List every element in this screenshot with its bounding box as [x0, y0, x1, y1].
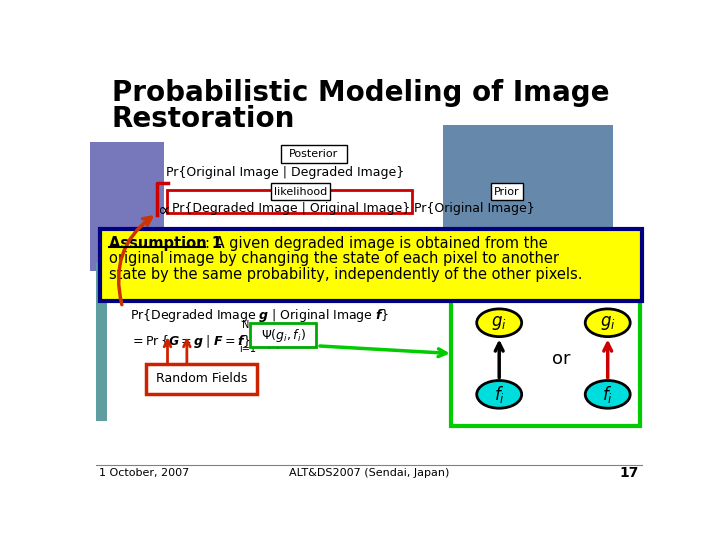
FancyBboxPatch shape [100, 229, 642, 301]
Text: Random Fields: Random Fields [156, 373, 247, 386]
FancyBboxPatch shape [282, 145, 346, 164]
Text: or: or [552, 350, 570, 368]
Text: $\Psi(g_i, f_i)$: $\Psi(g_i, f_i)$ [261, 327, 305, 343]
Text: Posterior: Posterior [289, 149, 338, 159]
FancyBboxPatch shape [490, 184, 523, 200]
Text: state by the same probability, independently of the other pixels.: state by the same probability, independe… [109, 267, 583, 281]
FancyBboxPatch shape [167, 190, 413, 213]
Text: likelihood: likelihood [274, 187, 328, 197]
Text: Restoration: Restoration [112, 105, 295, 133]
Text: Prior: Prior [494, 187, 520, 197]
Bar [96, 264, 107, 421]
Text: ALT&DS2007 (Sendai, Japan): ALT&DS2007 (Sendai, Japan) [289, 468, 449, 478]
Text: $f_i$: $f_i$ [494, 384, 505, 405]
Text: Probabilistic Modeling of Image: Probabilistic Modeling of Image [112, 79, 609, 107]
FancyBboxPatch shape [271, 184, 330, 200]
Text: Pr{Original Image}: Pr{Original Image} [414, 202, 535, 215]
Ellipse shape [477, 381, 522, 408]
Text: 1 October, 2007: 1 October, 2007 [99, 468, 189, 478]
Text: N: N [242, 320, 249, 330]
Ellipse shape [585, 381, 630, 408]
FancyBboxPatch shape [451, 296, 640, 426]
Text: Pr{Degraded Image | Original Image}: Pr{Degraded Image | Original Image} [172, 202, 410, 215]
Text: Pr{Degraded Image $\boldsymbol{g}$ | Original Image $\boldsymbol{f}$}: Pr{Degraded Image $\boldsymbol{g}$ | Ori… [130, 307, 390, 325]
Ellipse shape [585, 309, 630, 336]
Text: $f_i$: $f_i$ [602, 384, 613, 405]
Ellipse shape [477, 309, 522, 336]
FancyBboxPatch shape [145, 364, 258, 394]
Text: i=1: i=1 [240, 345, 256, 354]
Text: ∝: ∝ [157, 202, 169, 220]
Text: $= \Pr\{\boldsymbol{G} = \boldsymbol{g} \mid \boldsymbol{F} = \boldsymbol{f}\} =: $= \Pr\{\boldsymbol{G} = \boldsymbol{g} … [130, 330, 281, 351]
Text: original image by changing the state of each pixel to another: original image by changing the state of … [109, 251, 559, 266]
Text: $g_i$: $g_i$ [491, 314, 507, 332]
Bar [90, 142, 163, 271]
FancyBboxPatch shape [250, 323, 316, 347]
Text: $g_i$: $g_i$ [600, 314, 616, 332]
Bar [443, 125, 613, 229]
Text: Pr{Original Image | Degraded Image}: Pr{Original Image | Degraded Image} [166, 166, 404, 179]
Text: : A given degraded image is obtained from the: : A given degraded image is obtained fro… [204, 236, 547, 251]
Text: 17: 17 [619, 466, 639, 480]
Text: Assumption 1: Assumption 1 [109, 236, 222, 251]
